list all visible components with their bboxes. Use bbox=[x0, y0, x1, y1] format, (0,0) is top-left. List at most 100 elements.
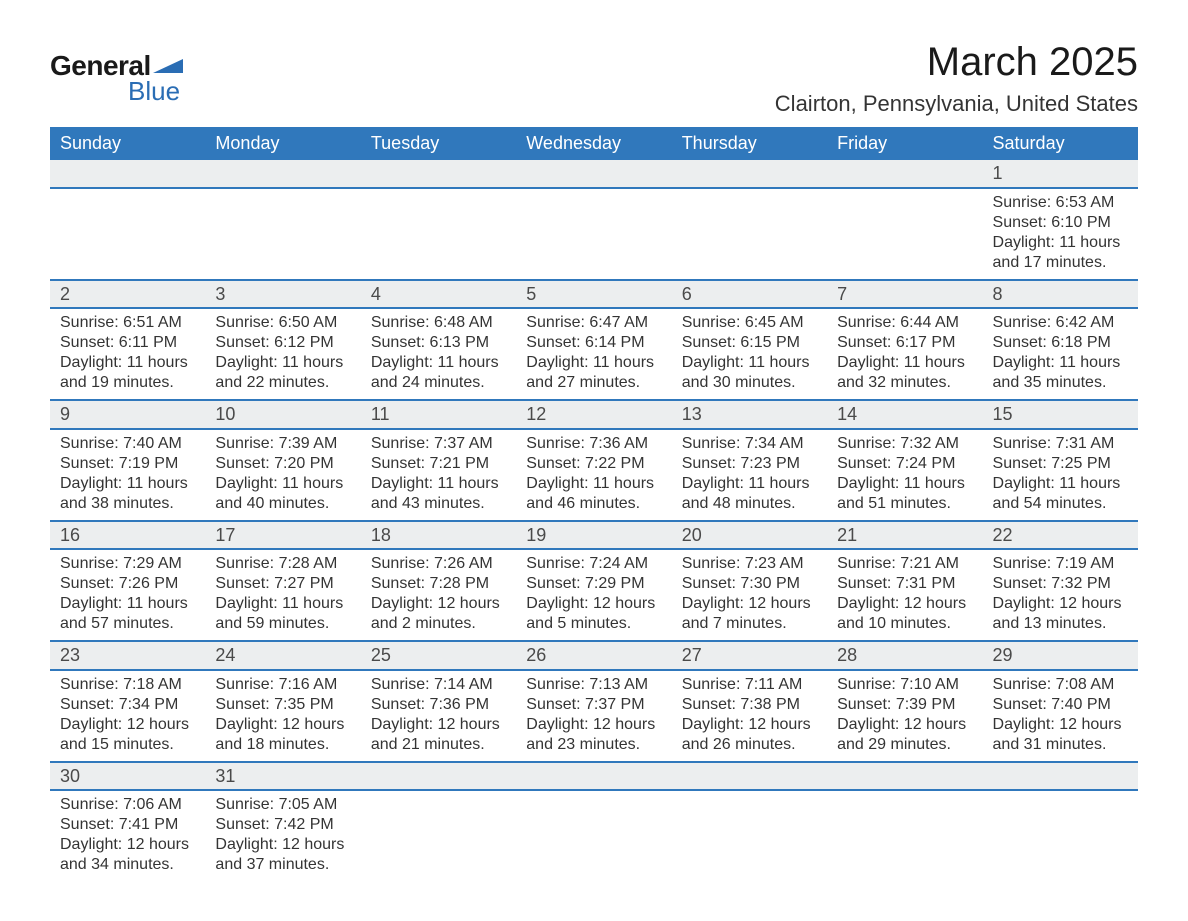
daylight-text: and 35 minutes. bbox=[993, 373, 1128, 393]
sunrise-text: Sunrise: 7:24 AM bbox=[526, 554, 661, 574]
day-number-cell bbox=[516, 762, 671, 791]
daylight-text: Daylight: 11 hours bbox=[993, 474, 1128, 494]
day-number-row: 16171819202122 bbox=[50, 521, 1138, 550]
day-number-cell: 20 bbox=[672, 521, 827, 550]
day-number: 31 bbox=[215, 766, 235, 786]
day-number-cell bbox=[827, 160, 982, 188]
day-data-row: Sunrise: 7:06 AMSunset: 7:41 PMDaylight:… bbox=[50, 790, 1138, 881]
day-number: 3 bbox=[215, 284, 225, 304]
day-number-cell bbox=[361, 762, 516, 791]
day-number-cell: 28 bbox=[827, 641, 982, 670]
day-number-cell: 16 bbox=[50, 521, 205, 550]
location: Clairton, Pennsylvania, United States bbox=[775, 91, 1138, 117]
day-number: 4 bbox=[371, 284, 381, 304]
day-data-cell: Sunrise: 6:42 AMSunset: 6:18 PMDaylight:… bbox=[983, 308, 1138, 400]
day-number-cell: 4 bbox=[361, 280, 516, 309]
day-number-cell bbox=[516, 160, 671, 188]
daylight-text: and 24 minutes. bbox=[371, 373, 506, 393]
daylight-text: and 21 minutes. bbox=[371, 735, 506, 755]
daylight-text: and 5 minutes. bbox=[526, 614, 661, 634]
day-number: 28 bbox=[837, 645, 857, 665]
day-number-cell: 19 bbox=[516, 521, 671, 550]
sunrise-text: Sunrise: 6:48 AM bbox=[371, 313, 506, 333]
day-number-cell: 15 bbox=[983, 400, 1138, 429]
day-data-cell: Sunrise: 6:53 AMSunset: 6:10 PMDaylight:… bbox=[983, 188, 1138, 280]
day-number: 6 bbox=[682, 284, 692, 304]
day-number-cell: 31 bbox=[205, 762, 360, 791]
daylight-text: Daylight: 12 hours bbox=[682, 594, 817, 614]
daylight-text: and 43 minutes. bbox=[371, 494, 506, 514]
day-data-cell bbox=[50, 188, 205, 280]
day-number: 11 bbox=[371, 404, 390, 424]
sunrise-text: Sunrise: 7:21 AM bbox=[837, 554, 972, 574]
day-data-cell: Sunrise: 7:10 AMSunset: 7:39 PMDaylight:… bbox=[827, 670, 982, 762]
day-number: 24 bbox=[215, 645, 235, 665]
day-data-cell bbox=[983, 790, 1138, 881]
daylight-text: Daylight: 11 hours bbox=[837, 474, 972, 494]
day-data-row: Sunrise: 7:18 AMSunset: 7:34 PMDaylight:… bbox=[50, 670, 1138, 762]
day-data-cell: Sunrise: 6:48 AMSunset: 6:13 PMDaylight:… bbox=[361, 308, 516, 400]
day-number-cell: 7 bbox=[827, 280, 982, 309]
daylight-text: Daylight: 12 hours bbox=[215, 835, 350, 855]
day-data-cell bbox=[205, 188, 360, 280]
day-number-cell bbox=[361, 160, 516, 188]
sunset-text: Sunset: 7:24 PM bbox=[837, 454, 972, 474]
day-data-cell: Sunrise: 7:05 AMSunset: 7:42 PMDaylight:… bbox=[205, 790, 360, 881]
daylight-text: and 38 minutes. bbox=[60, 494, 195, 514]
sunrise-text: Sunrise: 6:50 AM bbox=[215, 313, 350, 333]
day-number-row: 3031 bbox=[50, 762, 1138, 791]
day-number-cell: 13 bbox=[672, 400, 827, 429]
day-number: 13 bbox=[682, 404, 702, 424]
daylight-text: Daylight: 11 hours bbox=[60, 474, 195, 494]
sunset-text: Sunset: 7:41 PM bbox=[60, 815, 195, 835]
day-number: 14 bbox=[837, 404, 857, 424]
daylight-text: Daylight: 12 hours bbox=[526, 715, 661, 735]
sunset-text: Sunset: 6:18 PM bbox=[993, 333, 1128, 353]
day-number: 9 bbox=[60, 404, 70, 424]
daylight-text: Daylight: 12 hours bbox=[993, 715, 1128, 735]
day-number: 7 bbox=[837, 284, 847, 304]
day-number-cell bbox=[672, 762, 827, 791]
daylight-text: Daylight: 12 hours bbox=[371, 594, 506, 614]
daylight-text: and 34 minutes. bbox=[60, 855, 195, 875]
day-data-cell bbox=[672, 188, 827, 280]
day-number-cell: 6 bbox=[672, 280, 827, 309]
daylight-text: and 13 minutes. bbox=[993, 614, 1128, 634]
daylight-text: and 7 minutes. bbox=[682, 614, 817, 634]
sunrise-text: Sunrise: 7:11 AM bbox=[682, 675, 817, 695]
sunrise-text: Sunrise: 7:16 AM bbox=[215, 675, 350, 695]
sunset-text: Sunset: 7:37 PM bbox=[526, 695, 661, 715]
sunset-text: Sunset: 7:29 PM bbox=[526, 574, 661, 594]
weekday-header: Monday bbox=[205, 127, 360, 160]
day-number-row: 2345678 bbox=[50, 280, 1138, 309]
sunset-text: Sunset: 7:40 PM bbox=[993, 695, 1128, 715]
day-number: 20 bbox=[682, 525, 702, 545]
daylight-text: and 31 minutes. bbox=[993, 735, 1128, 755]
daylight-text: and 51 minutes. bbox=[837, 494, 972, 514]
sunset-text: Sunset: 7:42 PM bbox=[215, 815, 350, 835]
day-number-cell: 18 bbox=[361, 521, 516, 550]
sunrise-text: Sunrise: 7:14 AM bbox=[371, 675, 506, 695]
daylight-text: and 32 minutes. bbox=[837, 373, 972, 393]
day-number-cell: 14 bbox=[827, 400, 982, 429]
sunrise-text: Sunrise: 7:19 AM bbox=[993, 554, 1128, 574]
sunrise-text: Sunrise: 6:51 AM bbox=[60, 313, 195, 333]
day-number-cell: 25 bbox=[361, 641, 516, 670]
sunrise-text: Sunrise: 7:39 AM bbox=[215, 434, 350, 454]
sunrise-text: Sunrise: 7:13 AM bbox=[526, 675, 661, 695]
day-number-cell: 29 bbox=[983, 641, 1138, 670]
daylight-text: and 48 minutes. bbox=[682, 494, 817, 514]
day-number-cell bbox=[827, 762, 982, 791]
sunset-text: Sunset: 7:39 PM bbox=[837, 695, 972, 715]
day-number-cell: 21 bbox=[827, 521, 982, 550]
day-number-cell: 12 bbox=[516, 400, 671, 429]
day-number-cell bbox=[50, 160, 205, 188]
daylight-text: and 2 minutes. bbox=[371, 614, 506, 634]
sunset-text: Sunset: 6:13 PM bbox=[371, 333, 506, 353]
sunrise-text: Sunrise: 7:18 AM bbox=[60, 675, 195, 695]
day-number: 10 bbox=[215, 404, 235, 424]
day-data-cell: Sunrise: 7:28 AMSunset: 7:27 PMDaylight:… bbox=[205, 549, 360, 641]
day-data-row: Sunrise: 7:29 AMSunset: 7:26 PMDaylight:… bbox=[50, 549, 1138, 641]
day-data-cell: Sunrise: 7:26 AMSunset: 7:28 PMDaylight:… bbox=[361, 549, 516, 641]
sunrise-text: Sunrise: 7:29 AM bbox=[60, 554, 195, 574]
